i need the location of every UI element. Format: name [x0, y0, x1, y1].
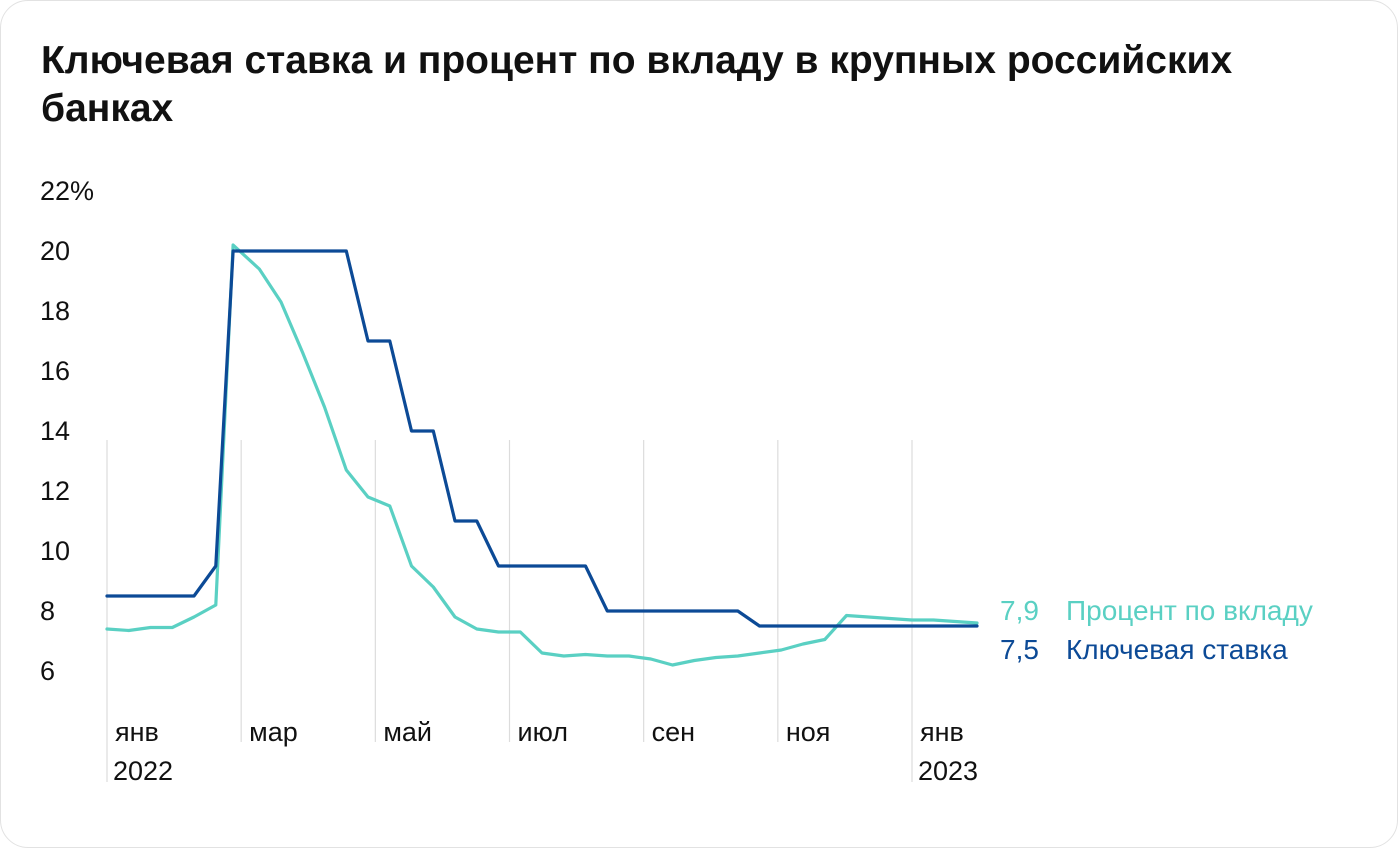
x-tick-label: июл: [518, 717, 569, 747]
y-tick-label: 8: [40, 596, 55, 626]
x-tick-label: май: [383, 717, 432, 747]
y-tick-label: 18: [40, 296, 70, 326]
chart-title: Ключевая ставка и процент по вкладу в кр…: [41, 39, 1233, 130]
series-end-value: 7,5: [1000, 634, 1039, 665]
y-tick-label: 14: [40, 416, 70, 446]
series-line-1: [105, 249, 979, 628]
y-tick-label: 22%: [40, 176, 94, 206]
series-legend-label: Ключевая ставка: [1066, 634, 1288, 665]
x-tick-label: сен: [652, 717, 695, 747]
x-tick-label: янв: [115, 717, 159, 747]
y-tick-label: 10: [40, 536, 70, 566]
x-tick-year-label: 2023: [918, 756, 978, 786]
y-tick-label: 20: [40, 236, 70, 266]
x-tick-label: ноя: [786, 717, 831, 747]
y-tick-label: 12: [40, 476, 70, 506]
series-line-0: [105, 243, 979, 667]
y-tick-label: 6: [40, 656, 55, 686]
series-end-value: 7,9: [1000, 595, 1039, 626]
x-tick-label: янв: [920, 717, 964, 747]
series-legend-label: Процент по вкладу: [1066, 595, 1313, 626]
y-tick-label: 16: [40, 356, 70, 386]
x-tick-year-label: 2022: [113, 756, 173, 786]
x-tick-label: мар: [249, 717, 298, 747]
